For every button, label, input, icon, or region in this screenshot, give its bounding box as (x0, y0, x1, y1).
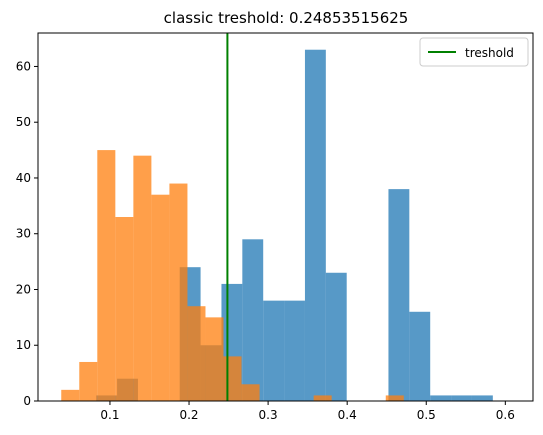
y-tick-label: 20 (16, 282, 31, 296)
y-axis: 0 10 20 30 40 50 60 (16, 59, 38, 408)
bar-series2-bin9 (223, 356, 242, 401)
bar-series1-bin7 (242, 239, 264, 401)
x-tick-label: 0.6 (496, 408, 515, 422)
bar-series2-bin10 (241, 384, 260, 401)
bar-series1-bin15 (409, 311, 431, 401)
y-tick-label: 60 (16, 59, 31, 73)
bar-series2-bin4 (133, 155, 152, 401)
bar-series1-bin14 (388, 189, 410, 401)
bar-series2-bin14 (313, 395, 332, 401)
chart-title: classic treshold: 0.24853515625 (164, 9, 409, 27)
x-tick-label: 0.1 (100, 408, 119, 422)
bar-series1-bin16 (430, 395, 452, 401)
bar-series2-bin3 (115, 217, 134, 401)
plot-frame (37, 32, 534, 402)
bars-layer (61, 49, 493, 402)
x-tick-label: 0.4 (338, 408, 357, 422)
bar-series2-bin6 (169, 183, 188, 401)
bar-series1-bin8 (263, 300, 285, 401)
bar-series2-bin1 (79, 361, 98, 401)
bar-series2-bin8 (205, 317, 224, 401)
y-tick-label: 0 (23, 394, 31, 408)
bar-series2-bin0 (61, 389, 80, 401)
y-tick-label: 40 (16, 171, 31, 185)
bar-series1-bin17 (451, 395, 472, 401)
y-tick-label: 10 (16, 338, 31, 352)
bar-series1-bin9 (284, 300, 305, 401)
x-tick-label: 0.3 (259, 408, 278, 422)
bar-series1-bin10 (304, 49, 326, 402)
x-axis: 0.1 0.2 0.3 0.4 0.5 0.6 (100, 401, 515, 422)
bar-series2-bin18 (385, 395, 404, 401)
x-tick-label: 0.5 (417, 408, 436, 422)
legend: treshold (419, 37, 529, 67)
bar-series2-bin2 (97, 150, 116, 401)
legend-box (419, 37, 529, 67)
legend-label: treshold (465, 46, 514, 60)
bar-series1-bin18 (471, 395, 493, 401)
x-tick-label: 0.2 (179, 408, 198, 422)
y-tick-label: 50 (16, 115, 31, 129)
bar-series2-bin5 (151, 194, 170, 401)
bar-series2-bin7 (187, 306, 206, 401)
y-tick-label: 30 (16, 227, 31, 241)
bar-series1-bin11 (325, 272, 347, 401)
